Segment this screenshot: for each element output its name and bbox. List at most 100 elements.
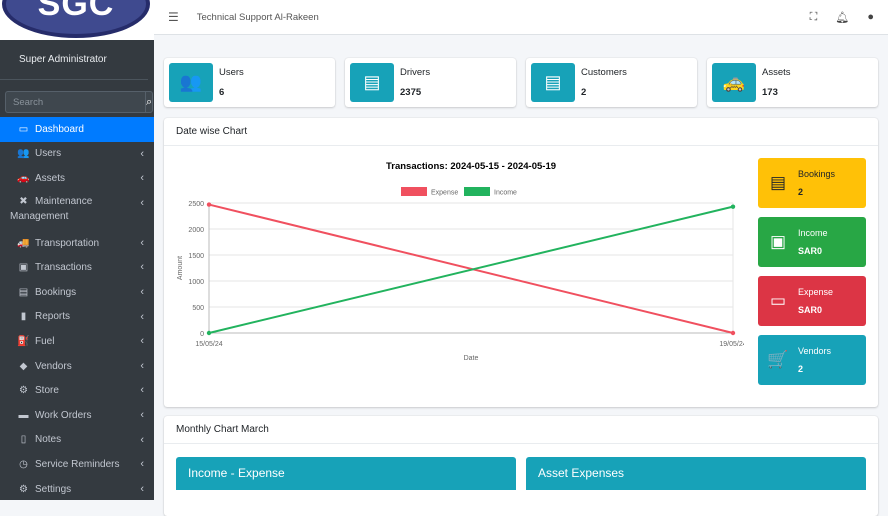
sidebar-item-label: Users (35, 148, 62, 160)
topbar-title: Technical Support Al-Rakeen (196, 11, 319, 23)
asset-expenses-panel-header: Asset Expenses (526, 457, 866, 490)
tag-icon: ◆ (19, 360, 28, 372)
bookings-icon: ▤ (769, 173, 787, 192)
money-icon: ▣ (18, 262, 29, 274)
sidebar-item-label: Bookings (35, 286, 77, 298)
users-icon: 👥 (17, 148, 30, 160)
user-icon[interactable]: ● (867, 10, 874, 23)
sidebar-item-label-2: Management (10, 210, 69, 222)
stat-value: SAR0 (798, 246, 823, 256)
sidebar-item-transportation[interactable]: 🚚 Transportation ‹ (0, 231, 154, 256)
info-box-value: 2 (581, 87, 587, 98)
topbar: ☰ Technical Support Al-Rakeen ⛶ 🔔︎ ● (154, 0, 888, 35)
info-box-label: Users (219, 67, 244, 78)
series-line-expense (208, 203, 734, 334)
income-expense-panel-header: Income - Expense (176, 457, 516, 490)
info-box-drivers[interactable]: ▤ Drivers 2375 (345, 58, 516, 107)
stat-box-expense[interactable]: ▭ Expense SAR0 (758, 276, 866, 326)
date-wise-chart-card: Date wise Chart Transactions: 2024-05-15… (164, 118, 878, 407)
vendors-icon: 🛒 (767, 350, 789, 369)
stat-value: 2 (798, 364, 804, 374)
dashboard-icon: ▭ (18, 123, 29, 135)
file-icon: ▮ (20, 311, 27, 323)
data-point-income (730, 204, 736, 209)
info-box-label: Customers (581, 67, 627, 78)
card-title: Date wise Chart (164, 118, 878, 146)
car-icon: 🚗 (17, 172, 30, 184)
sidebar-item-label: Notes (35, 434, 62, 446)
sidebar-item-settings[interactable]: ⚙ Settings ‹ (0, 477, 154, 502)
note-icon: ▯ (20, 434, 27, 446)
expense-icon: ▭ (769, 291, 787, 310)
sidebar-item-users[interactable]: 👥 Users ‹ (0, 142, 154, 167)
sidebar-item-label: Service Reminders (35, 458, 120, 470)
chart-title: Transactions: 2024-05-15 - 2024-05-19 (386, 161, 556, 172)
legend-swatch-income (464, 187, 490, 196)
info-box-customers[interactable]: ▤ Customers 2 (526, 58, 697, 107)
sidebar-item-work-orders[interactable]: ▬ Work Orders ‹ (0, 403, 154, 428)
chevron-left-icon: ‹ (140, 335, 144, 348)
stat-value: 2 (798, 187, 804, 197)
chevron-left-icon: ‹ (140, 236, 144, 249)
menu-toggle-icon[interactable]: ☰ (168, 10, 179, 24)
fullscreen-icon[interactable]: ⛶ (809, 10, 818, 23)
search-icon: ⌕ (146, 95, 153, 108)
chevron-left-icon: ‹ (140, 261, 144, 274)
info-box-assets[interactable]: 🚕 Assets 173 (707, 58, 878, 107)
sidebar-item-dashboard[interactable]: ▭ Dashboard (0, 117, 154, 142)
chevron-left-icon: ‹ (140, 172, 144, 185)
search-input[interactable] (5, 91, 145, 113)
chevron-left-icon: ‹ (140, 359, 144, 372)
sidebar-item-bookings[interactable]: ▤ Bookings ‹ (0, 280, 154, 305)
data-point-income (206, 330, 212, 336)
info-box-users[interactable]: 👥 Users 6 (164, 58, 335, 107)
income-icon: ▣ (769, 232, 787, 251)
chevron-left-icon: ‹ (140, 482, 144, 495)
bell-icon[interactable]: 🔔︎ (835, 11, 850, 24)
info-box-label: Assets (762, 67, 791, 78)
sidebar-item-transactions[interactable]: ▣ Transactions ‹ (0, 255, 154, 280)
x-tick-label: 19/05/24 (719, 341, 744, 348)
sidebar-item-vendors[interactable]: ◆ Vendors ‹ (0, 354, 154, 379)
sidebar-item-service-reminders[interactable]: ◷ Service Reminders ‹ (0, 452, 154, 477)
x-tick-label: 15/05/24 (195, 341, 222, 348)
customers-icon: ▤ (531, 63, 575, 102)
data-point-expense (206, 202, 212, 207)
sidebar-item-label: Assets (35, 172, 66, 184)
stat-box-bookings[interactable]: ▤ Bookings 2 (758, 158, 866, 208)
chevron-left-icon: ‹ (140, 458, 144, 471)
assets-icon: 🚕 (712, 63, 756, 102)
sidebar-item-maintenance[interactable]: ✖ Maintenance Management ‹ (0, 191, 154, 231)
sidebar-item-notes[interactable]: ▯ Notes ‹ (0, 428, 154, 453)
info-box-value: 173 (762, 87, 778, 98)
user-name[interactable]: Super Administrator (0, 40, 148, 80)
gas-pump-icon: ⛽ (17, 335, 30, 347)
sidebar-item-reports[interactable]: ▮ Reports ‹ (0, 305, 154, 330)
stat-box-income[interactable]: ▣ Income SAR0 (758, 217, 866, 267)
x-axis-label: Date (464, 355, 479, 362)
card-title: Monthly Chart March (164, 416, 878, 444)
y-tick-label: 2500 (188, 201, 204, 208)
gear-icon: ⚙ (19, 483, 28, 495)
transactions-chart: Transactions: 2024-05-15 - 2024-05-19 0 50… (177, 161, 744, 362)
y-tick-label: 1500 (188, 253, 204, 260)
stat-label: Income (798, 228, 828, 238)
info-box-value: 6 (219, 87, 225, 98)
sidebar-item-assets[interactable]: 🚗 Assets ‹ (0, 166, 154, 191)
chevron-left-icon: ‹ (140, 408, 144, 421)
sidebar-item-label: Transactions (35, 262, 92, 274)
truck-icon: 🚚 (17, 237, 30, 249)
logo[interactable]: SGC (0, 0, 154, 40)
chevron-left-icon: ‹ (140, 147, 144, 160)
chevron-left-icon: ‹ (140, 196, 144, 209)
stat-value: SAR0 (798, 305, 823, 315)
series-line-income (208, 205, 734, 334)
sidebar-item-store[interactable]: ⚙ Store ‹ (0, 378, 154, 403)
sidebar-item-fuel[interactable]: ⛽ Fuel ‹ (0, 329, 154, 354)
stat-label: Vendors (798, 346, 832, 356)
search-button[interactable]: ⌕ (145, 91, 154, 113)
data-point-expense (730, 330, 736, 336)
tools-icon: ✖ (19, 195, 28, 207)
stat-box-vendors[interactable]: 🛒 Vendors 2 (758, 335, 866, 385)
sidebar-item-label: Dashboard (35, 123, 84, 135)
